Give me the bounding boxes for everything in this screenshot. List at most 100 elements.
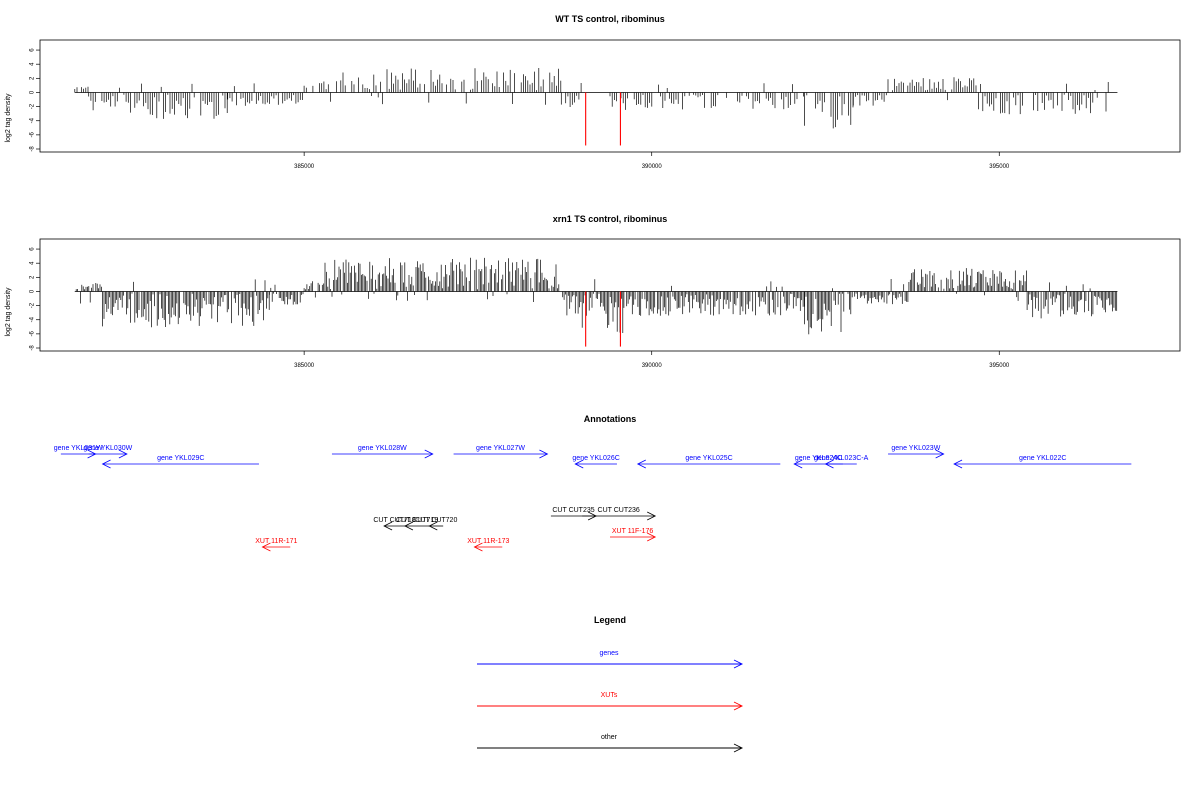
wt-y-axis-label: log2 tag density xyxy=(5,93,12,143)
xrn1-track-panel: xrn1 TS control, ribominus log2 tag dens… xyxy=(5,214,1181,369)
annotation-label: XUT 11F-176 xyxy=(612,528,653,535)
legend-entry: XUTs xyxy=(477,692,744,711)
annotation-feature-arrowhead xyxy=(261,542,271,552)
wt-x-tick-label: 390000 xyxy=(642,164,663,170)
wt-plot-frame xyxy=(39,39,1181,153)
xrn1-y-tick-label: -4 xyxy=(30,316,36,322)
legend-panel: Legend genes XUTs other xyxy=(477,615,744,753)
annotation-label: CUT CUT720 xyxy=(415,517,457,524)
xrn1-track-title: xrn1 TS control, ribominus xyxy=(553,214,668,224)
xrn1-y-tick-label: 4 xyxy=(30,261,36,265)
xrn1-plot-frame xyxy=(39,238,1181,352)
wt-y-tick-label: -4 xyxy=(30,117,36,123)
annotation-feature-arrowhead xyxy=(824,459,834,469)
xrn1-x-tick-label: 390000 xyxy=(642,363,663,369)
wt-track-title: WT TS control, ribominus xyxy=(555,14,665,24)
wt-x-tick-label: 385000 xyxy=(294,164,315,170)
legend-swatch-arrowhead xyxy=(733,701,744,711)
annotation-feature-arrowhead xyxy=(935,449,945,459)
annotation-feature: CUT CUT236 xyxy=(582,507,657,521)
xrn1-axes: -8 -6 -4 -2 0 2 4 6 385000 390000 395000 xyxy=(30,238,1181,369)
wt-y-tick-label: 2 xyxy=(30,76,36,80)
annotation-feature: gene YKL023C-A xyxy=(814,455,869,469)
wt-y-tick-label: 0 xyxy=(30,90,36,94)
annotation-feature: gene YKL022C xyxy=(953,455,1132,469)
annotation-feature-arrowhead xyxy=(574,459,584,469)
legend-entry: genes xyxy=(477,650,744,669)
wt-axes: -8 -6 -4 -2 0 2 4 6 385000 390000 395000 xyxy=(30,39,1181,170)
annotation-label: XUT 11R-173 xyxy=(467,538,509,545)
annotation-feature: gene YKL030W xyxy=(83,445,133,459)
wt-bars xyxy=(74,68,1118,146)
annotation-feature: gene YKL023W xyxy=(888,445,945,459)
annotation-label: gene YKL031W xyxy=(54,445,103,452)
annotation-feature: gene YKL027W xyxy=(453,445,549,459)
wt-y-tick-label: -2 xyxy=(30,103,36,109)
wt-y-tick-label: 4 xyxy=(30,62,36,66)
xrn1-x-tick-label: 395000 xyxy=(989,363,1010,369)
wt-x-tick-label: 395000 xyxy=(989,164,1010,170)
annotation-feature-arrowhead xyxy=(473,542,483,552)
xrn1-bars xyxy=(74,257,1118,347)
legend-label: other xyxy=(601,734,618,741)
xrn1-y-tick-label: -6 xyxy=(30,331,36,337)
annotation-feature-arrowhead xyxy=(539,449,549,459)
xrn1-x-tick-label: 385000 xyxy=(294,363,315,369)
annotation-feature-arrowhead xyxy=(428,521,438,531)
annotation-feature-arrowhead xyxy=(793,459,803,469)
annotation-label: gene YKL022C xyxy=(1019,455,1066,462)
legend-label: genes xyxy=(599,650,619,657)
annotation-feature-arrowhead xyxy=(404,521,414,531)
annotation-feature-arrowhead xyxy=(647,511,657,521)
wt-y-tick-label: 6 xyxy=(30,48,36,52)
xrn1-y-tick-label: 2 xyxy=(30,275,36,279)
annotations-title: Annotations xyxy=(584,414,637,424)
annotation-feature: CUT CUT719 xyxy=(396,517,438,531)
annotation-label: XUT 11R-171 xyxy=(255,538,297,545)
annotation-label: gene YKL025C xyxy=(685,455,732,462)
annotation-feature-arrowhead xyxy=(636,459,646,469)
legend-label: XUTs xyxy=(601,692,618,699)
annotation-label: CUT CUT718 xyxy=(373,517,415,524)
annotation-feature: XUT 11R-171 xyxy=(255,538,298,552)
annotation-label: CUT CUT235 xyxy=(552,507,594,514)
annotation-feature: gene YKL029C xyxy=(101,455,259,469)
annotation-feature: gene YKL025C xyxy=(636,455,781,469)
xrn1-y-axis-label: log2 tag density xyxy=(5,287,12,337)
annotation-feature: gene YKL028W xyxy=(331,445,434,459)
annotation-feature: XUT 11F-176 xyxy=(610,528,657,542)
annotation-feature-arrowhead xyxy=(118,449,128,459)
annotation-label: CUT CUT236 xyxy=(598,507,640,514)
annotation-feature: CUT CUT718 xyxy=(373,517,416,531)
annotation-label: gene YKL024C xyxy=(795,455,842,462)
wt-y-tick-label: -6 xyxy=(30,132,36,138)
xrn1-y-tick-label: -8 xyxy=(30,345,36,351)
legend-entries: genes XUTs other xyxy=(477,650,744,753)
annotation-label: gene YKL027W xyxy=(476,445,525,452)
annotation-label: gene YKL028W xyxy=(358,445,407,452)
xrn1-y-tick-label: 0 xyxy=(30,289,36,293)
legend-swatch-arrowhead xyxy=(733,743,744,753)
annotation-label: gene YKL029C xyxy=(157,455,204,462)
legend-entry: other xyxy=(477,734,744,753)
annotation-label: gene YKL023W xyxy=(891,445,940,452)
annotation-feature: gene YKL026C xyxy=(572,455,620,469)
legend-title: Legend xyxy=(594,615,626,625)
annotation-label: CUT CUT719 xyxy=(396,517,438,524)
xrn1-y-tick-label: -2 xyxy=(30,302,36,308)
annotation-feature-arrowhead xyxy=(101,459,111,469)
wt-y-tick-label: -8 xyxy=(30,146,36,152)
annotation-label: gene YKL030W xyxy=(83,445,132,452)
annotation-feature: XUT 11R-173 xyxy=(467,538,510,552)
annotation-feature: CUT CUT720 xyxy=(415,517,457,531)
annotation-feature-arrowhead xyxy=(953,459,963,469)
legend-swatch-arrowhead xyxy=(733,659,744,669)
annotation-feature-arrowhead xyxy=(647,532,657,542)
annotation-label: gene YKL023C-A xyxy=(814,455,869,462)
annotation-feature-arrowhead xyxy=(424,449,434,459)
wt-track-panel: WT TS control, ribominus log2 tag densit… xyxy=(5,14,1181,170)
